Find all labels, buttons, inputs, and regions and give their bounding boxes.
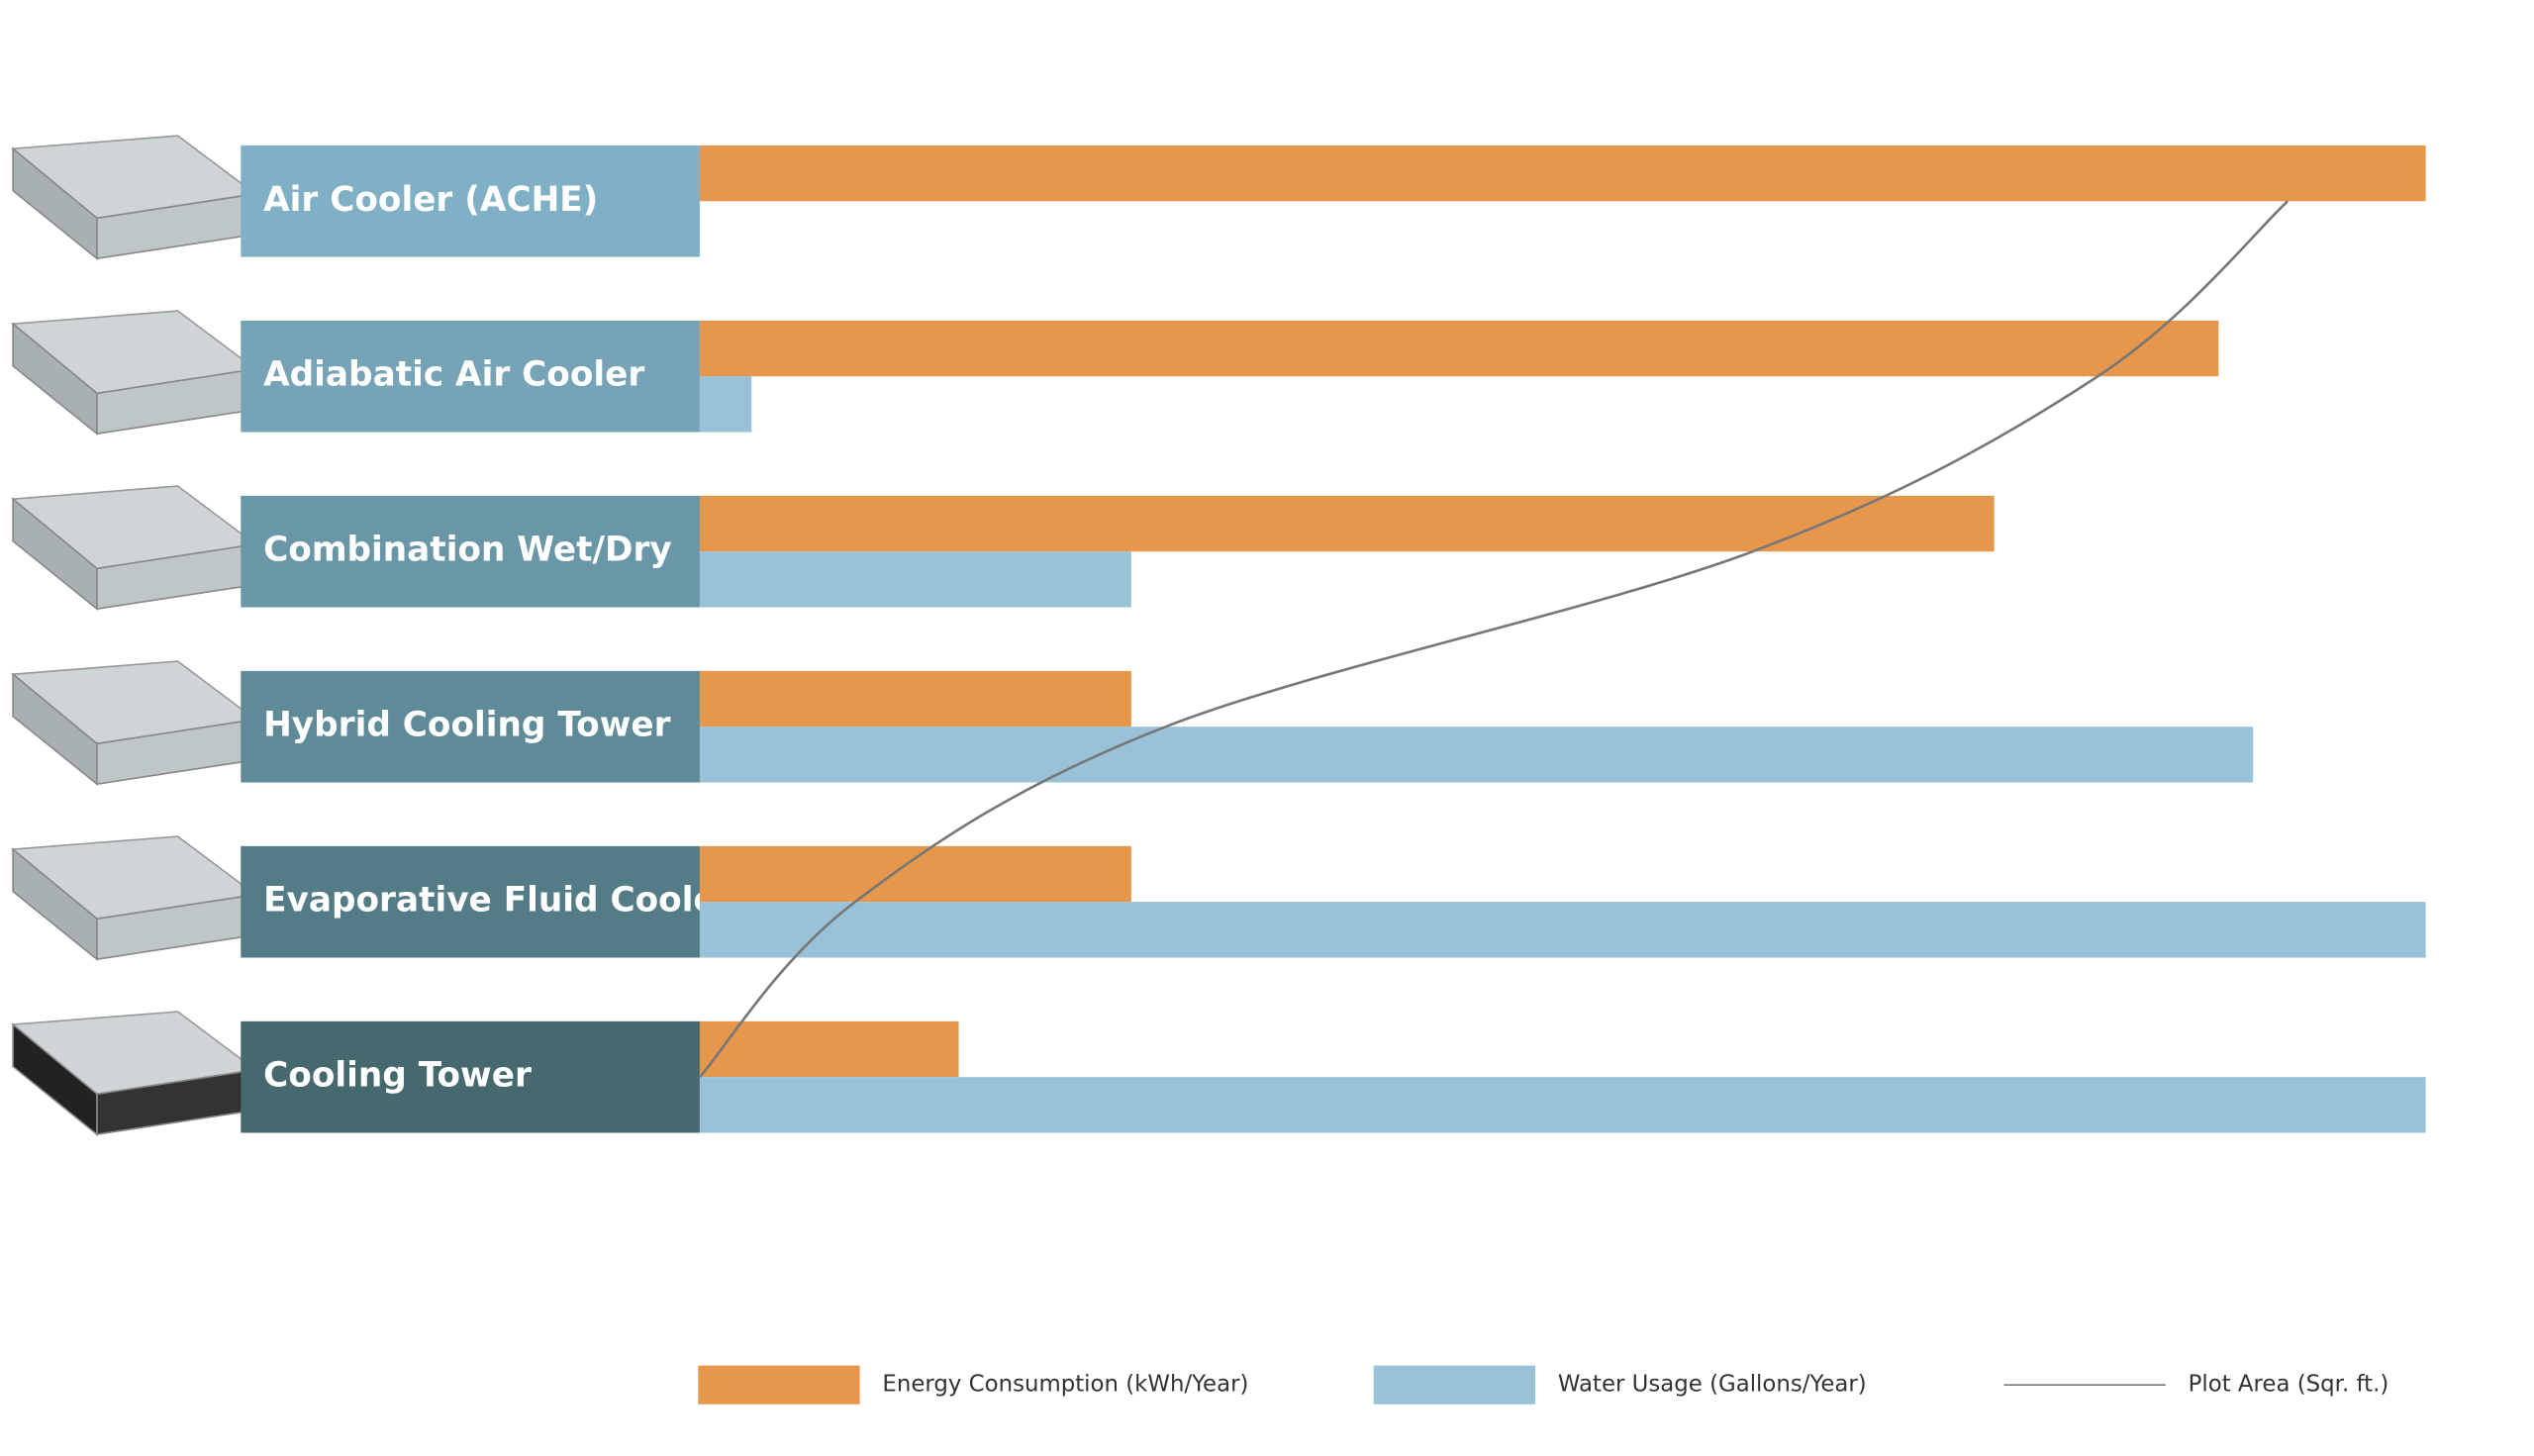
bar bbox=[699, 670, 1131, 728]
category-box bbox=[241, 320, 700, 433]
bar bbox=[699, 845, 1131, 903]
bar bbox=[699, 145, 2426, 202]
bar bbox=[699, 1020, 959, 1078]
legend-label: Water Usage (Gallons/Year) bbox=[1558, 1372, 1867, 1398]
bar bbox=[699, 551, 1131, 608]
category-label: Cooling Tower bbox=[263, 1056, 532, 1096]
bar bbox=[699, 902, 2426, 958]
legend-swatch bbox=[1373, 1365, 1536, 1405]
category-label: Evaporative Fluid Cooler bbox=[263, 881, 733, 921]
category-label: Hybrid Cooling Tower bbox=[263, 706, 670, 745]
bar bbox=[699, 320, 2219, 377]
category-box bbox=[241, 1020, 700, 1133]
legend-label: Energy Consumption (kWh/Year) bbox=[882, 1372, 1248, 1398]
legend-label: Plot Area (Sqr. ft.) bbox=[2189, 1372, 2389, 1398]
legend-swatch bbox=[698, 1365, 860, 1405]
category-box bbox=[241, 495, 700, 608]
category-box bbox=[241, 845, 700, 958]
category-label: Adiabatic Air Cooler bbox=[263, 355, 644, 395]
category-box bbox=[241, 145, 700, 257]
category-label: Combination Wet/Dry bbox=[263, 531, 672, 570]
category-label: Air Cooler (ACHE) bbox=[263, 180, 598, 220]
bar bbox=[699, 1077, 2426, 1133]
line bbox=[698, 200, 2289, 1079]
equipment-icons bbox=[11, 135, 258, 1136]
bar bbox=[699, 376, 752, 433]
bar bbox=[699, 495, 1995, 552]
bar bbox=[699, 727, 2254, 783]
category-box bbox=[241, 670, 700, 783]
